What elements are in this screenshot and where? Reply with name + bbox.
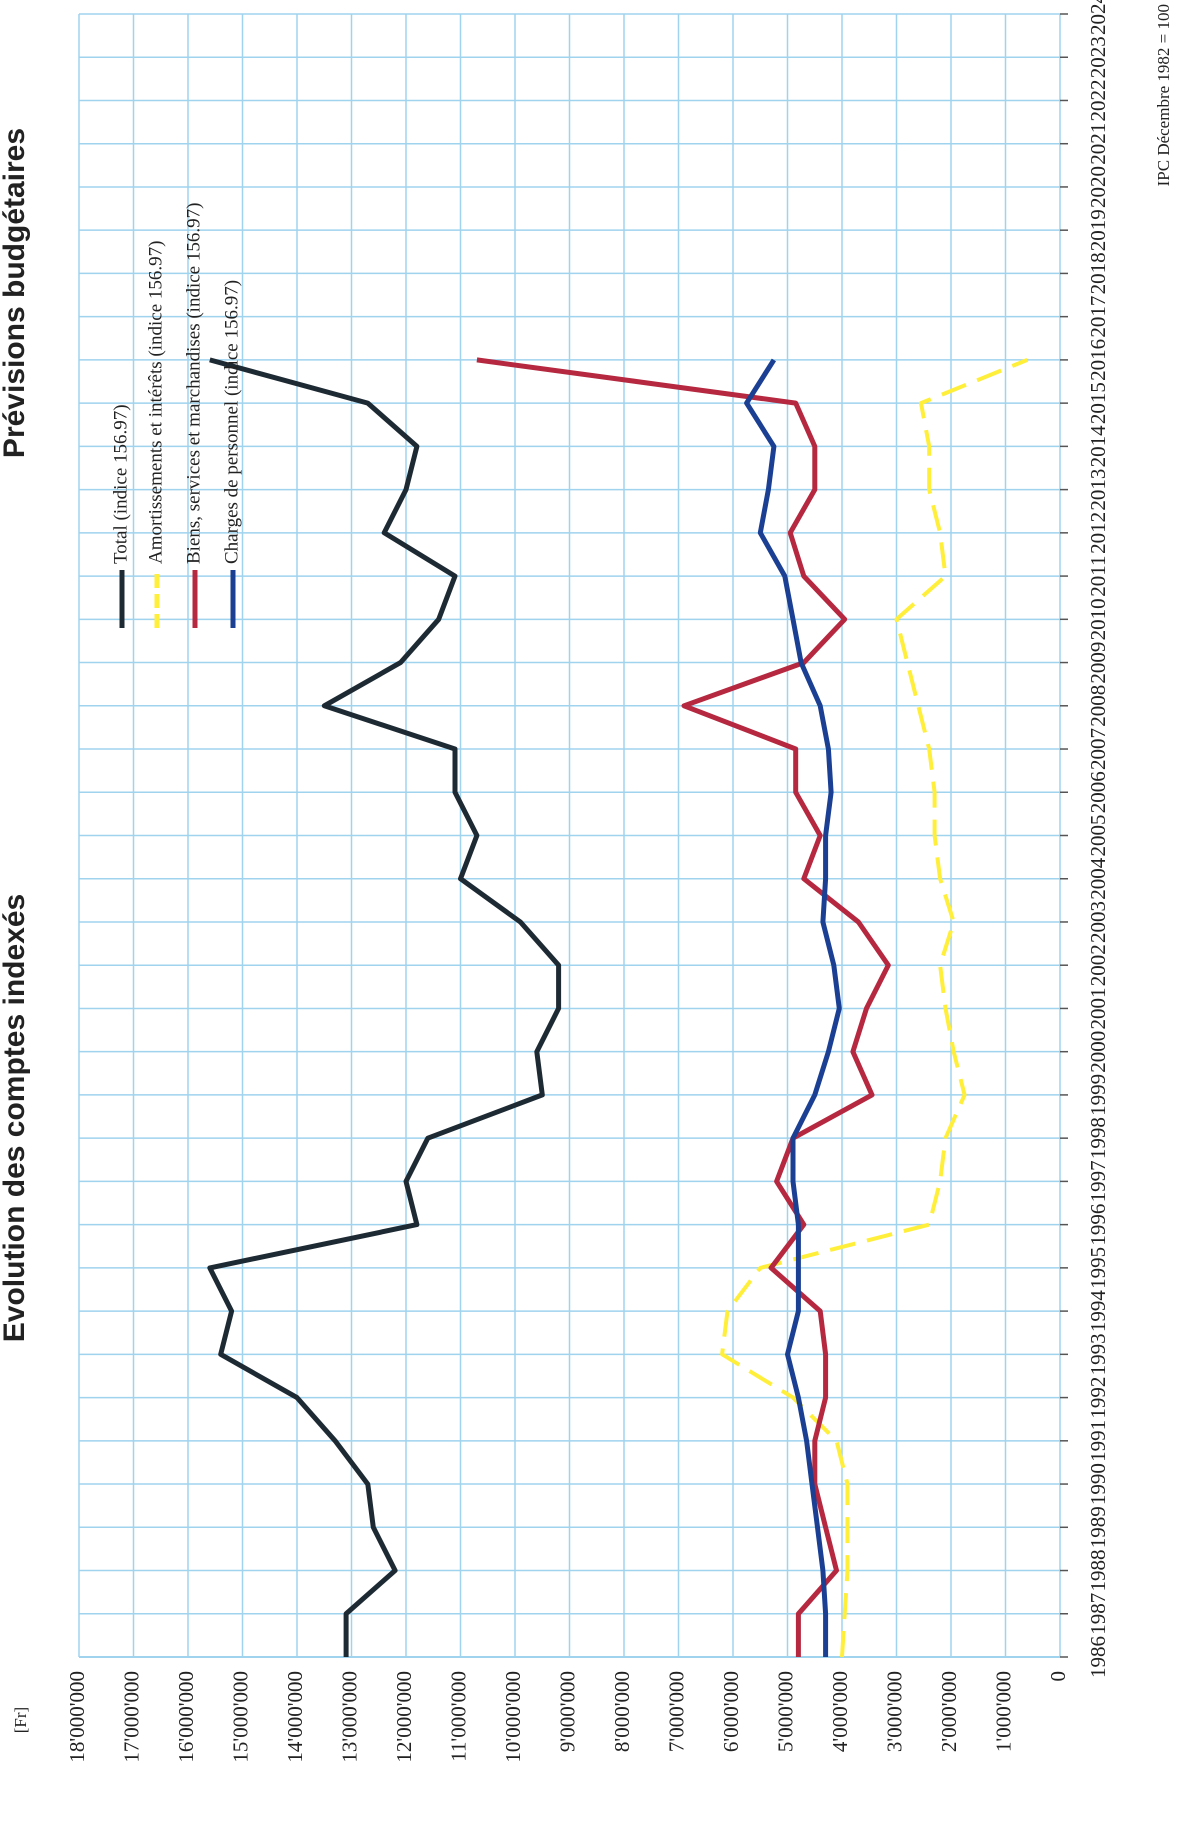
x-tick-label: 2015	[1086, 382, 1110, 424]
x-tick-label: 1998	[1086, 1117, 1110, 1159]
y-tick-label: 14'000'000	[283, 1671, 307, 1763]
series-line	[207, 357, 562, 1657]
x-tick-label: 2022	[1086, 79, 1110, 121]
x-tick-label: 2019	[1086, 209, 1110, 251]
x-tick-label: 1990	[1086, 1463, 1110, 1505]
legend-label: Charges de personnel (indice 156.97)	[221, 280, 242, 564]
x-tick-label: 1995	[1086, 1247, 1110, 1289]
x-tick-label: 1992	[1086, 1377, 1110, 1419]
series-line	[720, 358, 1029, 1658]
x-tick-label: 2021	[1086, 123, 1110, 165]
rotated-chart: Evolution des comptes indexés Prévisions…	[0, 0, 1173, 1763]
x-tick-label: 1993	[1086, 1333, 1110, 1375]
chart-title: Evolution des comptes indexés	[0, 894, 31, 1342]
x-tick-label: 2018	[1086, 252, 1110, 294]
x-tick-label: 2005	[1086, 815, 1110, 857]
x-tick-label: 1988	[1086, 1550, 1110, 1592]
x-tick-label: 2010	[1086, 598, 1110, 640]
legend-label: Biens, services et marchandises (indice …	[183, 203, 204, 564]
y-tick-label: 17'000'000	[119, 1671, 143, 1763]
series-line	[476, 357, 891, 1657]
y-tick-label: 3'000'000	[882, 1671, 906, 1752]
y-tick-label: 13'000'000	[337, 1671, 361, 1763]
note: IPC Décembre 1982 = 100	[1154, 4, 1173, 186]
y-tick-label: 0	[1046, 1671, 1070, 1682]
x-tick-label: 2013	[1086, 469, 1110, 511]
y-tick-label: 8'000'000	[610, 1671, 634, 1752]
x-tick-label: 2016	[1086, 339, 1110, 381]
x-tick-label: 1987	[1086, 1593, 1110, 1635]
y-tick-label: 7'000'000	[664, 1671, 688, 1752]
y-tick-label: 5'000'000	[773, 1671, 797, 1752]
x-tick-label: 2017	[1086, 296, 1110, 338]
x-tick-label: 2008	[1086, 685, 1110, 727]
y-tick-label: 6'000'000	[719, 1671, 743, 1752]
y-tick-label: 10'000'000	[501, 1671, 525, 1763]
x-tick-label: 1996	[1086, 1204, 1110, 1246]
x-tick-label: 2004	[1086, 857, 1110, 900]
x-tick-label: 2002	[1086, 944, 1110, 986]
x-tick-label: 2011	[1086, 555, 1110, 596]
x-tick-label: 2012	[1086, 512, 1110, 554]
x-tick-label: 1999	[1086, 1074, 1110, 1116]
x-tick-label: 2007	[1086, 728, 1110, 770]
x-tick-label: 2003	[1086, 901, 1110, 943]
x-tick-label: 1989	[1086, 1506, 1110, 1548]
x-tick-label: 2009	[1086, 642, 1110, 684]
x-tick-label: 2014	[1086, 425, 1110, 468]
y-tick-label: 11'000'000	[446, 1671, 470, 1762]
y-tick-label: 16'000'000	[174, 1671, 198, 1763]
y-tick-label: 1'000'000	[991, 1671, 1015, 1752]
y-axis-label: [Fr]	[11, 1707, 30, 1733]
y-tick-label: 18'000'000	[65, 1671, 89, 1763]
x-tick-label: 2024	[1086, 0, 1110, 35]
x-tick-label: 2001	[1086, 987, 1110, 1029]
legend-label: Total (indice 156.97)	[110, 404, 131, 564]
x-tick-label: 2020	[1086, 166, 1110, 208]
y-tick-label: 15'000'000	[228, 1671, 252, 1763]
y-tick-label: 2'000'000	[937, 1671, 961, 1752]
x-tick-label: 1991	[1086, 1420, 1110, 1462]
y-tick-label: 4'000'000	[828, 1671, 852, 1752]
series-line	[744, 358, 842, 1657]
y-tick-label: 12'000'000	[392, 1671, 416, 1763]
x-tick-label: 1997	[1086, 1160, 1110, 1202]
x-tick-label: 2023	[1086, 36, 1110, 78]
x-tick-label: 1986	[1086, 1636, 1110, 1678]
x-tick-label: 2000	[1086, 1031, 1110, 1073]
x-tick-label: 1994	[1086, 1290, 1110, 1333]
legend-label: Amortissements et intérêts (indice 156.9…	[145, 241, 166, 564]
chart-subtitle: Prévisions budgétaires	[0, 128, 31, 458]
x-tick-label: 2006	[1086, 771, 1110, 813]
y-tick-label: 9'000'000	[555, 1671, 579, 1752]
